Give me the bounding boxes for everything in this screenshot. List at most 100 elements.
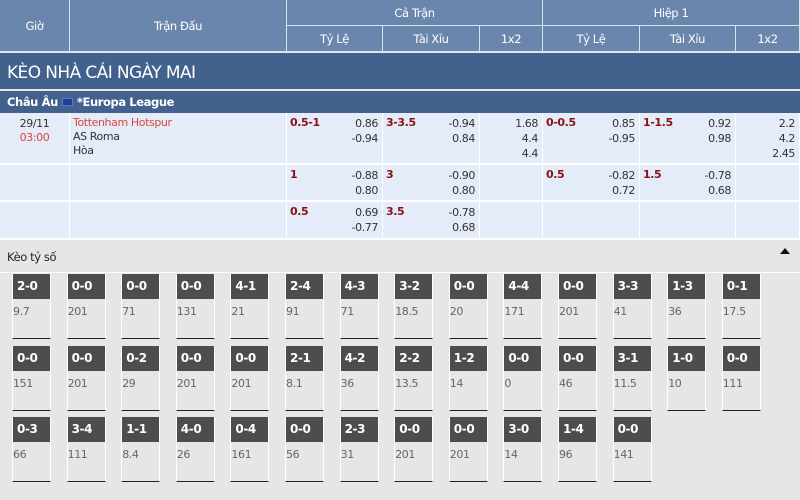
- score-label: 0-0: [395, 417, 433, 442]
- score-odds: 13.5: [395, 376, 419, 390]
- score-tile[interactable]: 4-0 26: [175, 417, 215, 482]
- ft-over-under-odd[interactable]: -0.90: [448, 169, 476, 182]
- score-odds: 201: [231, 376, 252, 390]
- odds-cell: 1 -0.88 0.80: [287, 165, 383, 202]
- odds-cell: [70, 202, 287, 240]
- col-ca-tran: Cả Trận: [287, 0, 543, 26]
- score-tile[interactable]: 2-4 91: [285, 274, 324, 339]
- h1-over-under-odd[interactable]: 0.92: [708, 117, 731, 130]
- score-tile[interactable]: 0-0 141: [612, 417, 652, 482]
- ft-handicap-odd[interactable]: -0.88: [351, 169, 379, 182]
- score-tile[interactable]: 0-0 71: [121, 274, 161, 339]
- ft-over-under-line[interactable]: 3: [386, 168, 394, 181]
- score-tile[interactable]: 1-1 8.4: [121, 417, 161, 482]
- home-team[interactable]: Tottenham Hotspur: [73, 116, 172, 129]
- score-tile[interactable]: 1-4 96: [558, 417, 597, 482]
- h1-handicap-odd[interactable]: -0.95: [608, 132, 636, 145]
- score-label: 0-4: [231, 417, 269, 442]
- score-tile[interactable]: 2-3 31: [339, 417, 379, 482]
- ft-handicap-line[interactable]: 1: [290, 168, 298, 181]
- score-label: 0-0: [176, 274, 214, 299]
- score-odds: 201: [67, 376, 88, 390]
- score-odds: 14: [449, 376, 464, 390]
- score-tile[interactable]: 0-0 56: [285, 417, 324, 482]
- odds-cell: 0.5-1 0.86 -0.94: [287, 113, 383, 165]
- score-tile[interactable]: 0-3 66: [12, 417, 51, 482]
- score-tile[interactable]: 0-0 201: [66, 274, 106, 339]
- ft-1x2-odd[interactable]: 4.4: [521, 147, 539, 160]
- score-tile[interactable]: 0-0 111: [721, 345, 761, 411]
- ft-over-under-odd[interactable]: -0.94: [448, 117, 476, 130]
- score-tile[interactable]: 1-3 36: [667, 274, 707, 339]
- h1-1x2-odd[interactable]: 2.2: [778, 117, 796, 130]
- ft-handicap-odd[interactable]: -0.77: [351, 221, 379, 234]
- ft-over-under-line[interactable]: 3-3.5: [386, 116, 416, 129]
- score-tile[interactable]: 4-3 71: [339, 274, 379, 339]
- match-time: 03:00: [19, 131, 50, 144]
- score-tile[interactable]: 0-0 201: [230, 345, 270, 411]
- score-tile[interactable]: 0-0 0: [503, 345, 543, 411]
- ft-over-under-odd[interactable]: 0.84: [452, 132, 475, 145]
- score-tile[interactable]: 0-0 201: [66, 345, 106, 411]
- ft-over-under-line[interactable]: 3.5: [386, 205, 405, 218]
- score-tile[interactable]: 2-2 13.5: [394, 345, 434, 411]
- score-tile[interactable]: 1-0 10: [667, 345, 707, 411]
- ft-1x2-odd[interactable]: 1.68: [515, 117, 538, 130]
- ft-over-under-odds: -0.94 0.84: [448, 116, 476, 146]
- h1-handicap-line[interactable]: 0-0.5: [546, 116, 576, 129]
- score-tile[interactable]: 0-1 17.5: [721, 274, 761, 339]
- score-tile[interactable]: 3-3 41: [612, 274, 652, 339]
- ft-over-under-odd[interactable]: 0.80: [452, 184, 475, 197]
- ft-over-under-odd[interactable]: 0.68: [452, 221, 475, 234]
- score-tile[interactable]: 0-0 20: [448, 274, 488, 339]
- score-tile[interactable]: 4-4 171: [503, 274, 543, 339]
- ft-handicap-odd[interactable]: 0.69: [355, 206, 378, 219]
- score-tile[interactable]: 0-4 161: [230, 417, 270, 482]
- league-row[interactable]: Châu Âu *Europa League: [0, 91, 800, 113]
- score-odds: 41: [613, 305, 628, 318]
- h1-1x2-odd[interactable]: 2.45: [772, 147, 795, 160]
- score-tile[interactable]: 0-0 201: [175, 345, 215, 411]
- score-tile[interactable]: 0-0 201: [558, 274, 597, 339]
- h1-over-under-odd[interactable]: 0.68: [708, 184, 731, 197]
- h1-handicap-odd[interactable]: 0.72: [612, 184, 635, 197]
- score-tile[interactable]: 0-0 201: [394, 417, 434, 482]
- h1-handicap-odd[interactable]: -0.82: [608, 169, 636, 182]
- ft-handicap-odd[interactable]: -0.94: [351, 132, 379, 145]
- h1-over-under-odd[interactable]: -0.78: [704, 169, 732, 182]
- h1-handicap-odd[interactable]: 0.85: [612, 117, 635, 130]
- score-tile[interactable]: 0-0 201: [448, 417, 488, 482]
- draw-label: Hòa: [73, 144, 94, 157]
- h1-1x2-odd[interactable]: 4.2: [778, 132, 796, 145]
- score-label: 4-0: [176, 417, 214, 442]
- score-tile[interactable]: 0-0 46: [558, 345, 597, 411]
- odds-cell: [543, 202, 640, 240]
- away-team[interactable]: AS Roma: [73, 130, 120, 143]
- ft-handicap-odd[interactable]: 0.80: [355, 184, 378, 197]
- score-tile[interactable]: 0-0 151: [12, 345, 51, 411]
- score-tile[interactable]: 3-2 18.5: [394, 274, 434, 339]
- col-hiep1: Hiệp 1: [543, 0, 800, 26]
- score-tile[interactable]: 2-1 8.1: [285, 345, 324, 411]
- correct-score-header[interactable]: Kèo tỷ số: [0, 240, 800, 273]
- ft-handicap-line[interactable]: 0.5-1: [290, 116, 320, 129]
- score-tile[interactable]: 0-2 29: [121, 345, 161, 411]
- h1-handicap-line[interactable]: 0.5: [546, 168, 565, 181]
- h1-over-under-line[interactable]: 1-1.5: [643, 116, 673, 129]
- score-odds: 29: [122, 376, 136, 390]
- h1-over-under-line[interactable]: 1.5: [643, 168, 662, 181]
- score-tile[interactable]: 3-1 11.5: [612, 345, 652, 411]
- score-tile[interactable]: 1-2 14: [448, 345, 488, 411]
- ft-over-under-odd[interactable]: -0.78: [448, 206, 476, 219]
- ft-handicap-line[interactable]: 0.5: [290, 205, 309, 218]
- score-tile[interactable]: 3-0 14: [503, 417, 543, 482]
- ft-1x2-odd[interactable]: 4.4: [521, 132, 539, 145]
- score-tile[interactable]: 2-0 9.7: [12, 274, 51, 339]
- score-tile[interactable]: 4-1 21: [230, 274, 270, 339]
- score-tile[interactable]: 3-4 111: [66, 417, 106, 482]
- collapse-arrow-icon[interactable]: [780, 248, 790, 254]
- score-tile[interactable]: 0-0 131: [175, 274, 215, 339]
- ft-handicap-odd[interactable]: 0.86: [355, 117, 378, 130]
- h1-over-under-odd[interactable]: 0.98: [708, 132, 731, 145]
- score-tile[interactable]: 4-2 36: [339, 345, 379, 411]
